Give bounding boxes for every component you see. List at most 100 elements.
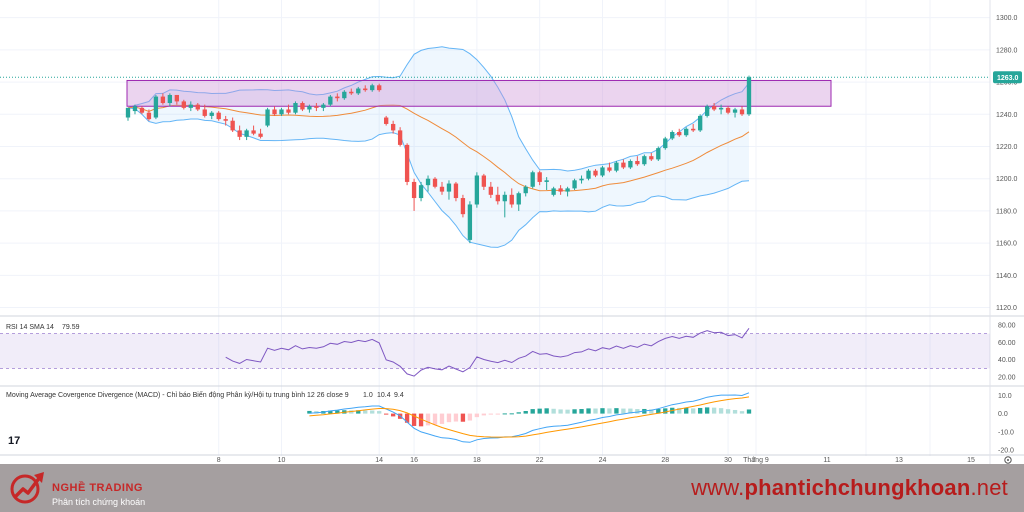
rsi-tick-label: 20.00 [998,375,1016,382]
candle-body [349,91,354,94]
rsi-title: RSI 14 SMA 14 [6,324,54,331]
trading-arrow-logo-icon [10,472,44,504]
rsi-value: 79.59 [62,324,80,331]
time-tick-label: 28 [661,457,669,464]
candle-body [732,109,738,113]
time-tick-label: 22 [536,457,544,464]
candlestick-series [125,75,752,244]
macd-hist-bar [425,413,431,426]
candle [635,156,640,166]
macd-hist-bar [551,408,556,414]
candle [146,109,152,121]
candle [363,85,368,92]
macd-hist-bar [516,412,521,414]
candle [600,165,605,178]
candle [579,175,584,184]
candle [607,162,612,173]
candle [516,191,521,211]
macd-hist-bar [523,411,528,414]
macd-hist-bar [614,408,619,414]
time-tick-label: 8 [217,457,221,464]
candle-body [691,128,696,131]
candle [153,94,159,120]
website-link[interactable]: www.phantichchungkhoan.net [691,475,1008,501]
settings-gear-icon[interactable] [1004,456,1012,464]
macd-hist-bar [732,409,738,414]
candle-body [600,167,605,176]
macd-hist-bar [684,407,689,414]
candle [384,115,389,126]
macd-hist-bar [697,407,703,414]
macd-signal-value: 9.4 [394,392,404,399]
candle-body [328,96,333,105]
candle [684,127,689,137]
candle [460,194,466,218]
candle [377,83,382,92]
macd-hist-bar [530,409,535,414]
candle-body [453,183,459,199]
candle [558,185,563,195]
last-price-tag-bg [993,71,1022,84]
candle [642,154,647,166]
candle-body [739,109,745,115]
candle [258,128,263,139]
candle [125,107,131,121]
candle [356,86,361,95]
price-tick-label: 1280.0 [996,47,1018,54]
candle [746,75,752,116]
candle-body [314,106,319,108]
time-tick-label: 7 [752,457,756,464]
resistance-zone[interactable] [126,79,832,107]
macd-hist-bar [691,408,696,414]
candle-body [663,138,668,149]
bollinger-fill [128,46,749,248]
macd-hist-bar [509,413,514,415]
candle-body [718,107,724,110]
candle-body [656,148,661,160]
candle [523,185,528,197]
rsi-pane: RSI 14 SMA 14 79.59 [0,324,990,377]
candle-body [363,88,368,91]
macd-hist-bar [446,413,452,423]
candle-body [495,194,500,202]
candle-body [551,188,556,195]
candle [453,181,459,202]
candle [432,177,438,189]
candle-body [181,101,186,108]
candle-body [439,186,445,192]
macd-tick-label: 0.0 [998,411,1008,418]
candle-body [635,161,640,165]
macd-hist-bar [718,408,724,414]
macd-line [309,392,750,443]
candle-body [530,172,535,187]
time-tick-label: Tháng 9 [743,457,769,464]
candle [390,120,396,134]
candle-body [132,106,138,112]
candle [537,170,542,186]
bollinger-upper-line [127,46,750,172]
rsi-band [0,333,990,369]
macd-hist-bar [579,409,584,414]
time-tick-label: 11 [823,457,830,464]
macd-hist-bar [746,409,752,414]
candle [307,104,312,113]
macd-hist-value: 1.0 [363,392,373,399]
candle-body [321,104,326,108]
candle-body [677,132,682,136]
price-pane [0,46,990,248]
macd-hist-bar [328,410,333,414]
candle-body [370,85,375,91]
candle-body [195,104,200,110]
chart-grid [0,0,1024,464]
site-prefix: www. [691,475,745,500]
macd-hist-bar [565,409,570,414]
candle-body [384,117,389,124]
candle [474,172,480,208]
candle [446,180,452,200]
candle-body [188,104,193,108]
candle-body [621,162,626,168]
candle-body [279,109,284,115]
time-tick-label: 10 [278,457,286,464]
candle [404,143,410,186]
chart-area[interactable]: 1120.01140.01160.01180.01200.01220.01240… [0,0,1024,464]
